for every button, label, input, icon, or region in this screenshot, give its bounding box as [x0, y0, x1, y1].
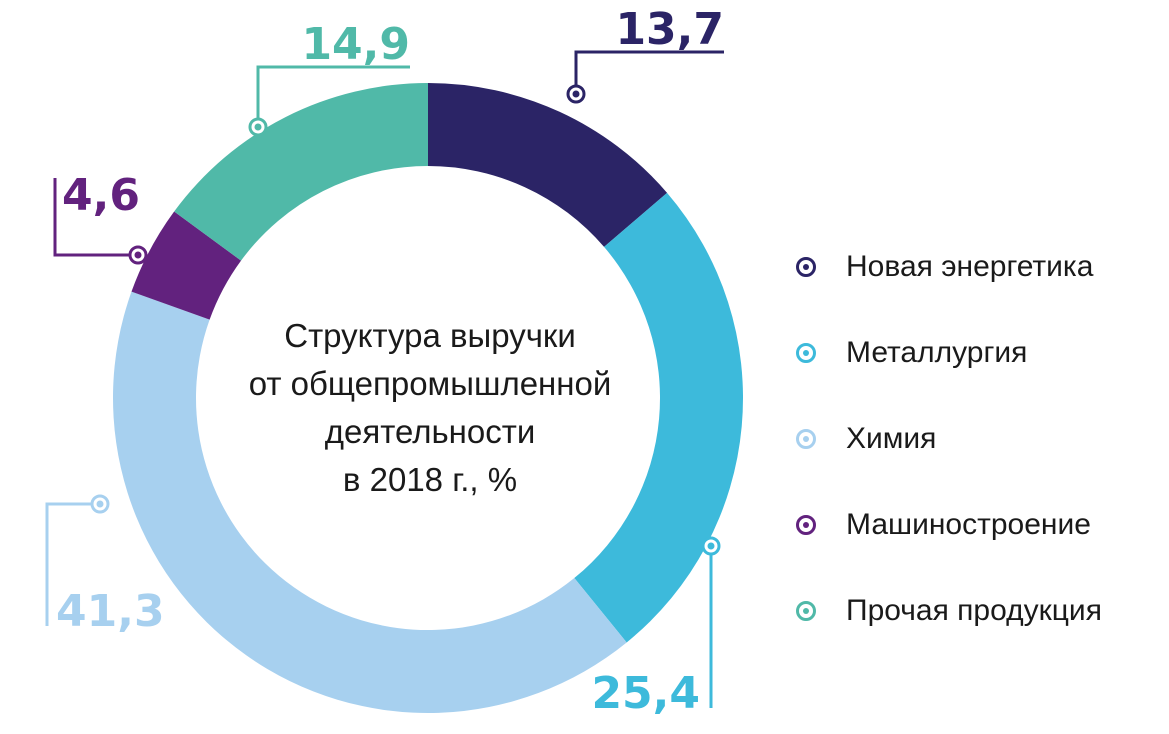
legend-label: Новая энергетика — [846, 250, 1094, 283]
legend-marker-icon — [796, 257, 816, 277]
legend-label: Металлургия — [846, 336, 1028, 369]
callout-leader-line — [45, 502, 100, 626]
legend-item: Новая энергетика — [796, 224, 1102, 310]
legend-marker-icon — [796, 601, 816, 621]
donut-slice — [113, 291, 627, 714]
data-label: 41,3 — [56, 586, 165, 637]
chart-title-line-1: Структура выручки — [284, 317, 576, 354]
callout-leader-line — [574, 50, 724, 94]
legend-marker-icon — [796, 429, 816, 449]
legend-label: Машиностроение — [846, 508, 1091, 541]
legend-marker-icon — [796, 515, 816, 535]
chart-title-line-2: от общепромышленной — [248, 365, 612, 402]
legend-item: Прочая продукция — [796, 568, 1102, 654]
donut-slice — [174, 83, 428, 261]
donut-slice — [131, 211, 242, 320]
legend-item: Металлургия — [796, 310, 1102, 396]
data-label: 13,7 — [615, 4, 724, 55]
data-label: 25,4 — [591, 668, 700, 719]
callout-marker-dot — [254, 123, 262, 131]
chart-title-line-4: в 2018 г., % — [342, 461, 518, 498]
donut-slices — [113, 83, 744, 714]
data-label: 4,6 — [62, 170, 140, 221]
legend-marker-icon — [796, 343, 816, 363]
callout-marker-dot — [572, 90, 580, 98]
data-label: 14,9 — [301, 19, 410, 70]
callout-marker-dot — [707, 542, 715, 550]
legend-item: Машиностроение — [796, 482, 1102, 568]
legend-item: Химия — [796, 396, 1102, 482]
chart-legend: Новая энергетика Металлургия Химия Машин… — [796, 224, 1102, 654]
chart-title-line-3: деятельности — [324, 413, 536, 450]
value-callouts: 13,7 25,4 41,3 4,6 14,9 — [45, 4, 724, 719]
donut-slice — [428, 83, 668, 247]
chart-title: Структура выручки от общепромышленной де… — [220, 312, 640, 504]
callout-leader-line — [256, 65, 410, 127]
donut-slice — [574, 192, 744, 643]
legend-label: Химия — [846, 422, 937, 455]
legend-label: Прочая продукция — [846, 594, 1102, 627]
callout-marker-dot — [134, 251, 142, 259]
callout-marker-dot — [96, 500, 104, 508]
callout-leader-line — [53, 178, 138, 257]
